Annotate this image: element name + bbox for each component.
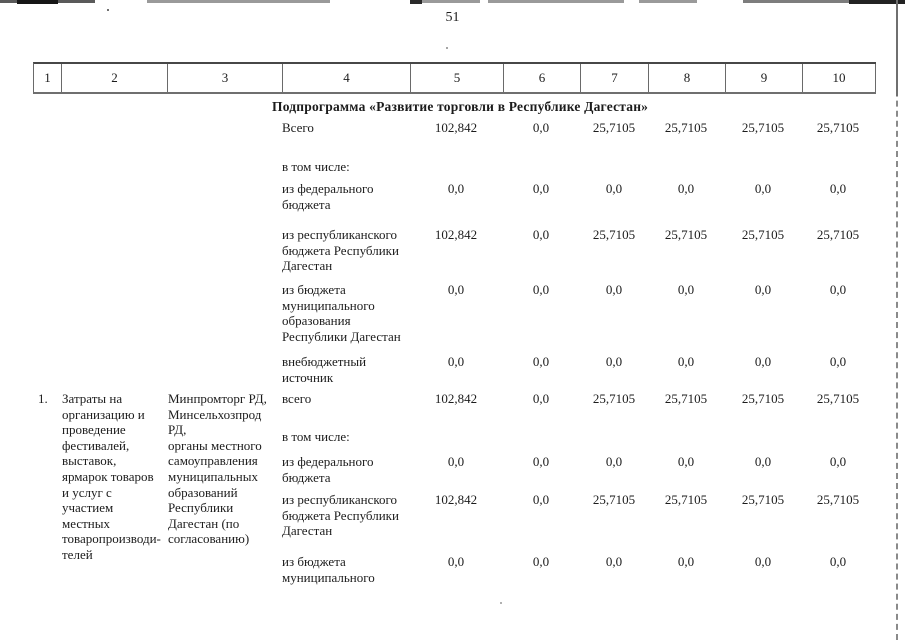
cell-value: 0,0: [605, 454, 623, 469]
cell-value: 25,7105: [664, 227, 708, 242]
header-cell-9: 9: [726, 64, 803, 92]
cell-value: 25,7105: [816, 391, 860, 406]
cell-value: 0,0: [447, 554, 465, 569]
cell-value: 0,0: [829, 454, 847, 469]
scan-artifact: [58, 0, 95, 3]
cell-value: 25,7105: [741, 492, 785, 507]
cell-value: 0,0: [754, 181, 772, 196]
header-cell-1: 1: [34, 64, 62, 92]
cell-value: 0,0: [447, 454, 465, 469]
cell-value: 0,0: [754, 282, 772, 297]
scan-speck: [107, 9, 109, 11]
cell-value: 25,7105: [592, 120, 636, 135]
header-cell-10: 10: [803, 64, 876, 92]
cell-value: 0,0: [677, 354, 695, 369]
page-edge-line: [896, 0, 898, 640]
row-label: Всего: [282, 120, 314, 135]
cell-value: 0,0: [532, 227, 550, 242]
header-cell-4: 4: [283, 64, 411, 92]
cell-value: 0,0: [829, 282, 847, 297]
item-name: Затраты на организацию и проведение фест…: [62, 391, 161, 562]
cell-value: 25,7105: [664, 391, 708, 406]
cell-value: 25,7105: [592, 492, 636, 507]
scan-speck: [500, 602, 502, 604]
row-label: в том числе:: [282, 159, 350, 174]
cell-value: 0,0: [447, 282, 465, 297]
row-label: из бюджета муниципального: [282, 554, 375, 585]
cell-value: 0,0: [532, 454, 550, 469]
cell-value: 0,0: [754, 454, 772, 469]
header-cell-5: 5: [411, 64, 504, 92]
cell-value: 102,842: [434, 120, 478, 135]
cell-value: 25,7105: [664, 492, 708, 507]
cell-value: 25,7105: [592, 227, 636, 242]
scan-speck: [446, 47, 448, 49]
cell-value: 0,0: [677, 282, 695, 297]
cell-value: 0,0: [605, 354, 623, 369]
row-label: из республиканского бюджета Республики Д…: [282, 227, 399, 274]
cell-value: 102,842: [434, 391, 478, 406]
cell-value: 0,0: [677, 554, 695, 569]
cell-value: 0,0: [532, 354, 550, 369]
cell-value: 25,7105: [816, 120, 860, 135]
row-label: из бюджета муниципального образования Ре…: [282, 282, 401, 344]
cell-value: 0,0: [829, 181, 847, 196]
cell-value: 0,0: [605, 282, 623, 297]
cell-value: 0,0: [447, 354, 465, 369]
scan-artifact: [17, 0, 58, 4]
cell-value: 0,0: [677, 181, 695, 196]
row-label: в том числе:: [282, 429, 350, 444]
scan-artifact: [488, 0, 624, 3]
header-cell-2: 2: [62, 64, 168, 92]
cell-value: 25,7105: [816, 227, 860, 242]
cell-value: 0,0: [532, 391, 550, 406]
cell-value: 25,7105: [741, 120, 785, 135]
header-cell-7: 7: [581, 64, 649, 92]
scan-artifact: [410, 0, 422, 4]
cell-value: 0,0: [532, 492, 550, 507]
scan-artifact: [422, 0, 480, 3]
cell-value: 0,0: [754, 554, 772, 569]
cell-value: 0,0: [532, 282, 550, 297]
header-cell-8: 8: [649, 64, 726, 92]
item-executors: Минпромторг РД, Минсельхозпрод РД, орган…: [168, 391, 267, 547]
scan-artifact: [849, 0, 905, 4]
cell-value: 0,0: [532, 554, 550, 569]
cell-value: 0,0: [829, 354, 847, 369]
cell-value: 25,7105: [741, 391, 785, 406]
page-edge-line-top: [896, 0, 898, 96]
item-number: 1.: [38, 391, 48, 406]
scan-artifact: [0, 0, 17, 3]
page-number: 51: [445, 10, 460, 25]
scan-artifact: [639, 0, 697, 3]
table-header-row: 1 2 3 4 5 6 7 8 9 10: [33, 62, 876, 94]
cell-value: 102,842: [434, 492, 478, 507]
cell-value: 25,7105: [741, 227, 785, 242]
cell-value: 0,0: [605, 181, 623, 196]
section-title: Подпрограмма «Развитие торговли в Респуб…: [272, 99, 649, 114]
cell-value: 25,7105: [592, 391, 636, 406]
cell-value: 0,0: [677, 454, 695, 469]
cell-value: 102,842: [434, 227, 478, 242]
cell-value: 0,0: [532, 120, 550, 135]
scan-artifact: [147, 0, 330, 3]
scan-artifact: [743, 0, 849, 3]
cell-value: 0,0: [447, 181, 465, 196]
header-cell-3: 3: [168, 64, 283, 92]
cell-value: 0,0: [829, 554, 847, 569]
row-label: внебюджетный источник: [282, 354, 367, 385]
header-cell-6: 6: [504, 64, 581, 92]
cell-value: 0,0: [605, 554, 623, 569]
cell-value: 25,7105: [664, 120, 708, 135]
cell-value: 25,7105: [816, 492, 860, 507]
cell-value: 0,0: [532, 181, 550, 196]
cell-value: 0,0: [754, 354, 772, 369]
row-label: из федерального бюджета: [282, 454, 374, 485]
row-label: всего: [282, 391, 312, 406]
row-label: из республиканского бюджета Республики Д…: [282, 492, 399, 539]
row-label: из федерального бюджета: [282, 181, 374, 212]
